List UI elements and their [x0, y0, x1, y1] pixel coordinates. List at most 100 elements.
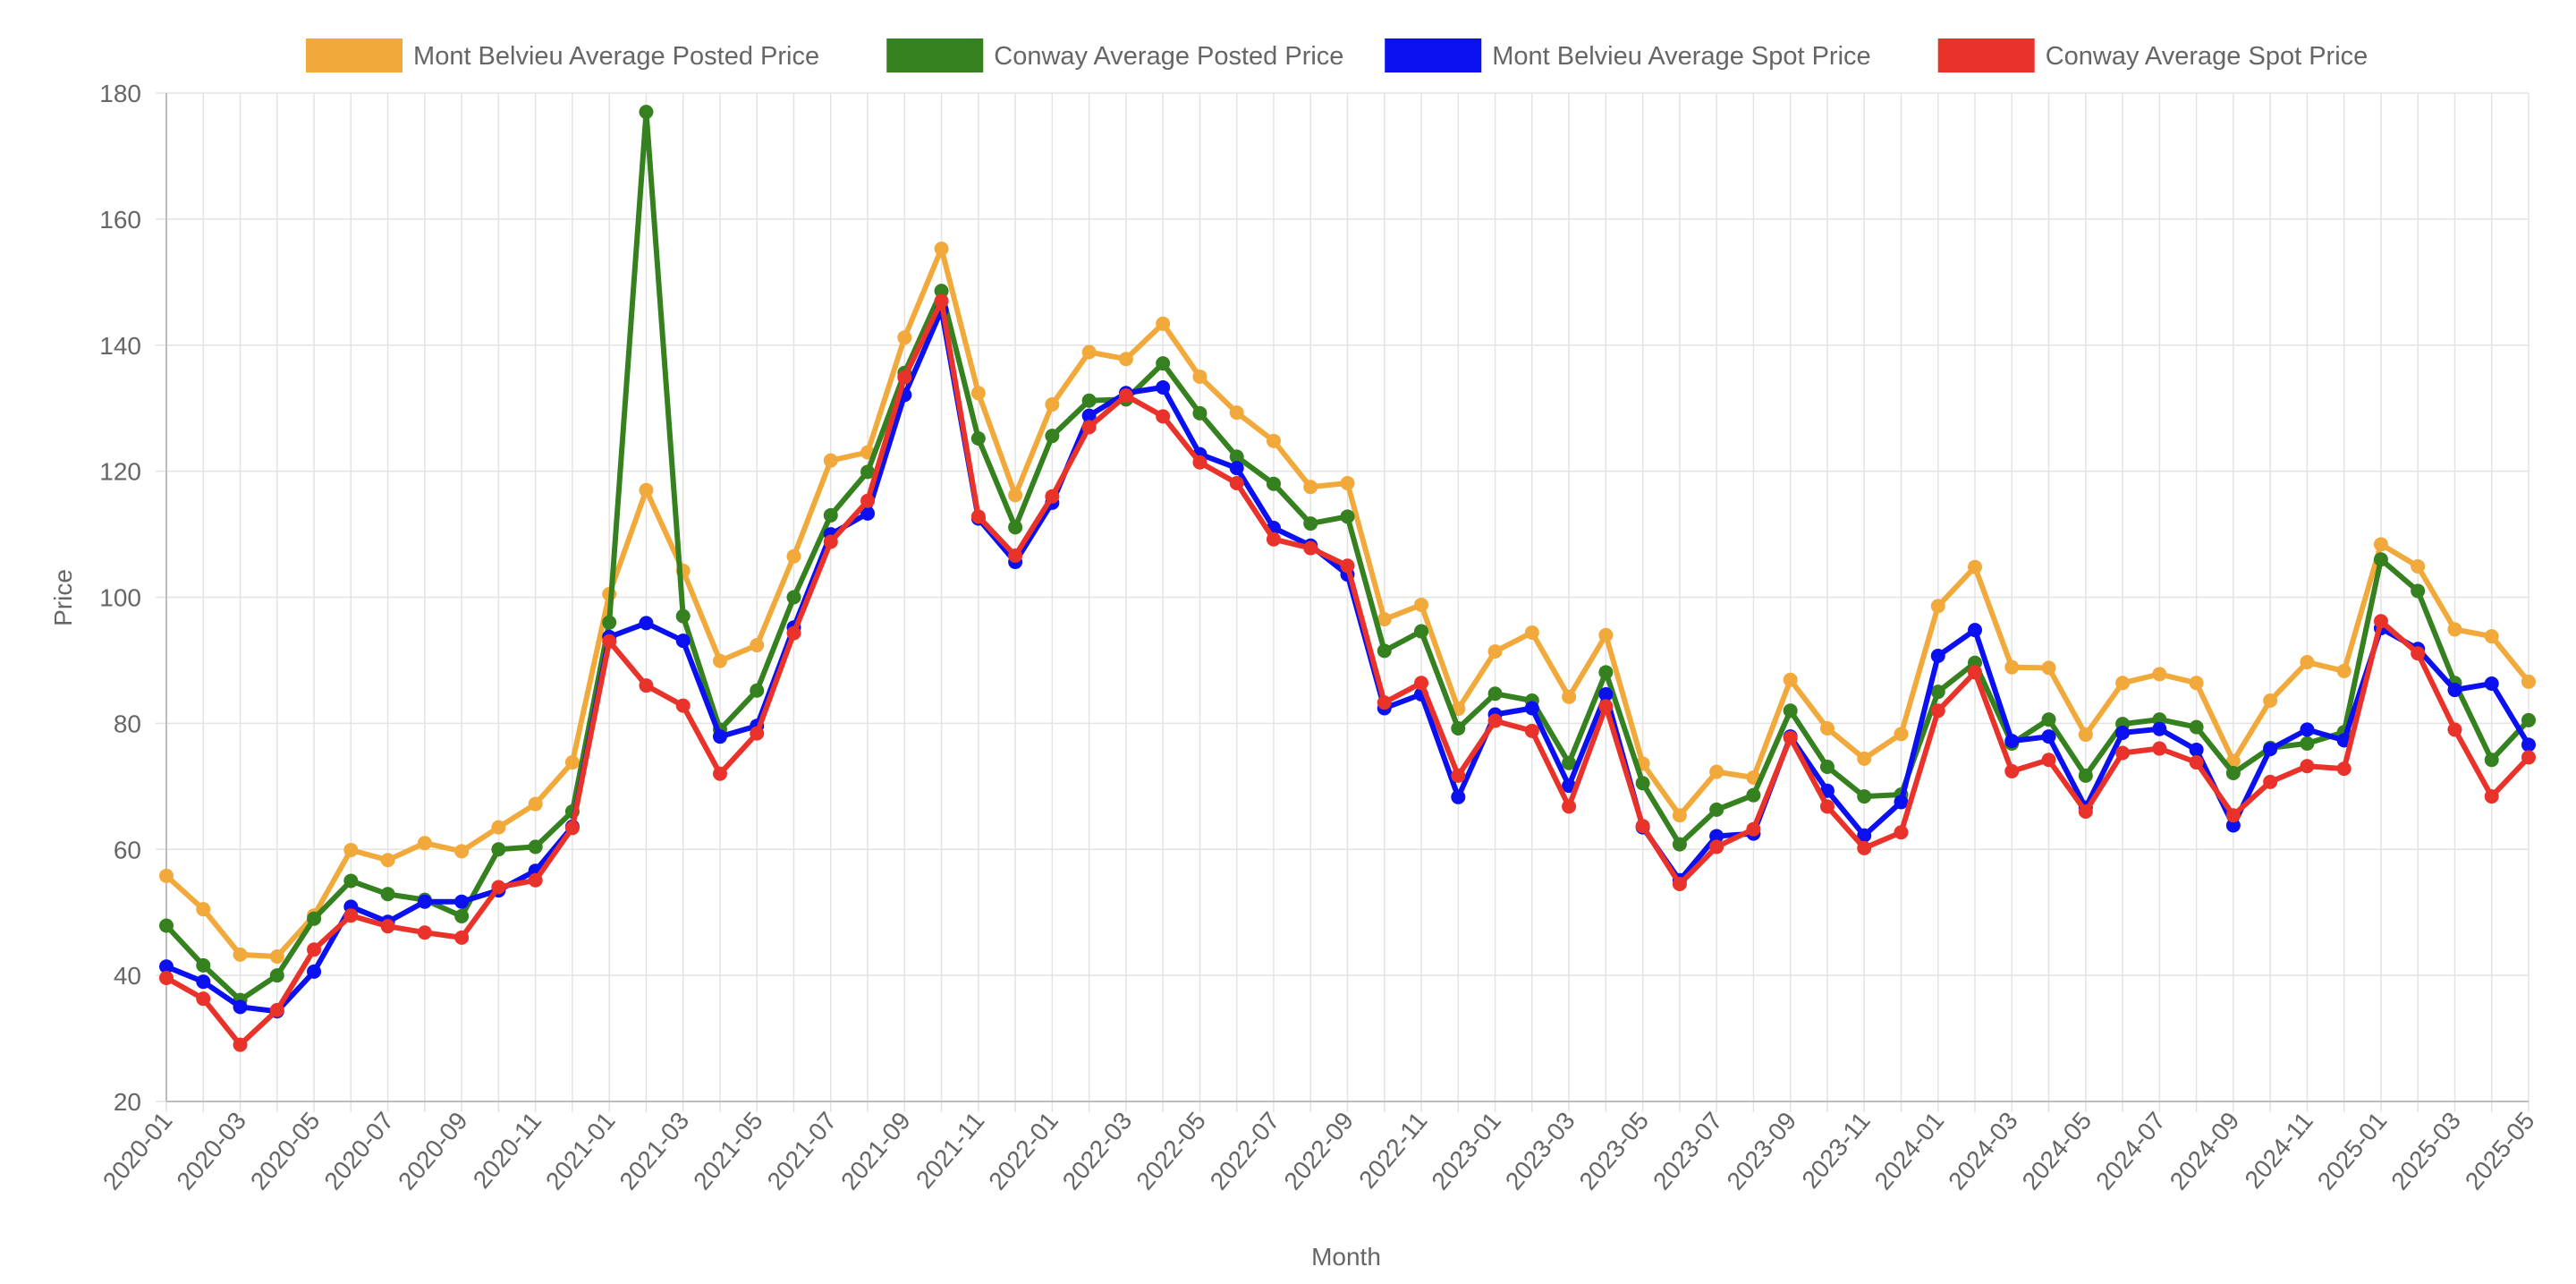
data-point[interactable]: [1045, 396, 1060, 412]
data-point[interactable]: [970, 430, 986, 446]
data-point[interactable]: [897, 330, 912, 345]
data-point[interactable]: [1377, 643, 1392, 659]
data-point[interactable]: [1524, 701, 1539, 716]
data-point[interactable]: [1968, 665, 1983, 680]
data-point[interactable]: [1266, 433, 1281, 448]
data-point[interactable]: [602, 615, 617, 630]
data-point[interactable]: [1930, 685, 1945, 700]
data-point[interactable]: [2004, 734, 2020, 749]
data-point[interactable]: [454, 930, 470, 945]
data-point[interactable]: [2411, 558, 2426, 574]
data-point[interactable]: [2484, 789, 2499, 804]
data-point[interactable]: [860, 493, 876, 508]
data-point[interactable]: [1894, 727, 1909, 742]
data-point[interactable]: [2521, 750, 2536, 765]
data-point[interactable]: [1819, 759, 1835, 774]
data-point[interactable]: [159, 868, 174, 883]
data-point[interactable]: [860, 464, 876, 480]
data-point[interactable]: [2004, 763, 2020, 778]
data-point[interactable]: [2152, 721, 2167, 736]
data-point[interactable]: [934, 293, 949, 309]
data-point[interactable]: [2041, 753, 2056, 768]
data-point[interactable]: [2078, 727, 2093, 743]
data-point[interactable]: [307, 942, 322, 957]
data-point[interactable]: [1045, 489, 1060, 504]
data-point[interactable]: [1414, 597, 1429, 612]
data-point[interactable]: [1451, 789, 1466, 804]
data-point[interactable]: [823, 453, 838, 468]
data-point[interactable]: [1524, 625, 1539, 640]
data-point[interactable]: [528, 796, 543, 812]
data-point[interactable]: [2189, 742, 2204, 757]
data-point[interactable]: [1930, 649, 1945, 664]
data-point[interactable]: [2152, 741, 2167, 756]
data-point[interactable]: [1229, 476, 1244, 491]
data-point[interactable]: [2373, 614, 2388, 629]
data-point[interactable]: [564, 755, 580, 770]
data-point[interactable]: [1451, 721, 1466, 736]
data-point[interactable]: [1894, 795, 1909, 810]
data-point[interactable]: [2041, 712, 2056, 727]
data-point[interactable]: [1156, 409, 1171, 424]
data-point[interactable]: [1857, 751, 1872, 766]
data-point[interactable]: [1968, 623, 1983, 638]
data-point[interactable]: [380, 919, 395, 934]
data-point[interactable]: [750, 638, 765, 653]
data-point[interactable]: [712, 766, 727, 781]
data-point[interactable]: [1229, 461, 1244, 476]
data-point[interactable]: [269, 968, 284, 983]
data-point[interactable]: [639, 678, 654, 693]
data-point[interactable]: [1008, 548, 1023, 564]
data-point[interactable]: [1008, 488, 1023, 503]
data-point[interactable]: [1266, 531, 1281, 547]
data-point[interactable]: [564, 821, 580, 836]
data-point[interactable]: [454, 844, 470, 859]
data-point[interactable]: [2300, 655, 2315, 670]
data-point[interactable]: [1340, 509, 1355, 524]
data-point[interactable]: [2484, 753, 2499, 768]
data-point[interactable]: [307, 964, 322, 979]
data-point[interactable]: [750, 726, 765, 741]
data-point[interactable]: [1008, 520, 1023, 535]
data-point[interactable]: [2225, 766, 2241, 781]
data-point[interactable]: [639, 616, 654, 631]
data-point[interactable]: [2078, 768, 2093, 783]
legend-item[interactable]: Conway Average Spot Price: [1937, 38, 2368, 72]
data-point[interactable]: [2484, 676, 2499, 691]
data-point[interactable]: [1192, 455, 1208, 470]
data-point[interactable]: [2411, 583, 2426, 599]
data-point[interactable]: [196, 902, 211, 917]
data-point[interactable]: [1635, 819, 1650, 834]
data-point[interactable]: [2041, 729, 2056, 744]
data-point[interactable]: [343, 873, 359, 889]
data-point[interactable]: [2411, 646, 2426, 661]
data-point[interactable]: [1229, 449, 1244, 464]
data-point[interactable]: [417, 894, 432, 909]
data-point[interactable]: [1598, 627, 1614, 642]
data-point[interactable]: [1746, 787, 1761, 803]
data-point[interactable]: [675, 633, 691, 649]
data-point[interactable]: [2263, 693, 2278, 709]
data-point[interactable]: [2004, 659, 2020, 675]
data-point[interactable]: [1598, 699, 1614, 714]
data-point[interactable]: [1709, 829, 1724, 844]
data-point[interactable]: [196, 957, 211, 973]
data-point[interactable]: [1303, 516, 1318, 531]
data-point[interactable]: [380, 853, 395, 868]
data-point[interactable]: [1930, 703, 1945, 719]
data-point[interactable]: [1672, 808, 1687, 823]
data-point[interactable]: [2336, 761, 2351, 777]
data-point[interactable]: [1783, 730, 1798, 745]
data-point[interactable]: [1819, 721, 1835, 736]
data-point[interactable]: [639, 105, 654, 120]
data-point[interactable]: [1562, 755, 1577, 770]
data-point[interactable]: [269, 1002, 284, 1017]
data-point[interactable]: [602, 633, 617, 649]
data-point[interactable]: [454, 894, 470, 909]
data-point[interactable]: [2300, 722, 2315, 737]
data-point[interactable]: [1081, 408, 1097, 423]
data-point[interactable]: [380, 887, 395, 902]
data-point[interactable]: [2521, 712, 2536, 727]
data-point[interactable]: [196, 991, 211, 1007]
data-point[interactable]: [269, 948, 284, 964]
